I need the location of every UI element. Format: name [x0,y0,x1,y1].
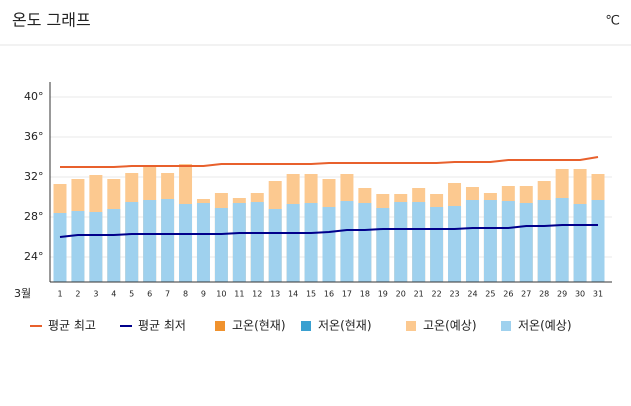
bar [250,202,264,282]
x-tick-label: 31 [593,290,603,299]
bar [376,208,390,282]
x-tick-label: 23 [449,290,459,299]
legend-swatch [501,321,511,331]
bar [286,204,300,282]
y-tick-label: 36° [24,130,44,143]
legend-swatch [406,321,416,331]
x-tick-label: 16 [324,290,334,299]
x-axis-label: 3월 [14,287,31,300]
legend-label: 평균 최저 [138,319,186,333]
legend-label: 저온(현재) [318,319,372,333]
bar [394,202,408,282]
x-tick-label: 5 [129,290,134,299]
bar [214,208,228,282]
bar [573,204,587,282]
bar [304,203,318,282]
legend-swatch [215,321,225,331]
bar [71,211,85,282]
x-tick-label: 26 [503,290,513,299]
legend-label: 평균 최고 [48,319,96,333]
bar [179,204,193,282]
x-tick-label: 13 [270,290,280,299]
x-tick-label: 12 [252,290,262,299]
x-tick-label: 3 [93,290,98,299]
x-tick-label: 11 [234,290,244,299]
x-tick-label: 19 [378,290,388,299]
bar [430,207,444,282]
line [59,224,598,238]
legend-label: 저온(예상) [518,319,572,333]
x-tick-label: 1 [57,290,62,299]
x-tick-label: 6 [147,290,152,299]
y-tick-label: 24° [24,250,44,263]
bar [591,200,605,282]
x-tick-label: 21 [414,290,424,299]
x-tick-label: 9 [201,290,206,299]
bar [358,203,372,282]
bar [501,201,515,282]
x-tick-label: 10 [216,290,226,299]
bar [412,202,426,282]
legend-label: 고온(예상) [423,319,477,333]
chart-title: 온도 그래프 [12,11,91,30]
bar [555,198,569,282]
x-tick-label: 29 [557,290,567,299]
bar [268,209,282,282]
bar [107,209,121,282]
x-tick-label: 25 [485,290,495,299]
x-tick-label: 4 [111,290,116,299]
y-tick-label: 32° [24,170,44,183]
x-tick-label: 2 [75,290,80,299]
x-tick-label: 30 [575,290,585,299]
line [60,156,599,168]
bar [53,213,67,282]
x-tick-label: 17 [342,290,352,299]
bar [340,201,354,282]
bar [537,200,551,282]
bar [161,199,175,282]
unit-label: ℃ [605,14,620,29]
bar [143,200,157,282]
bar [483,200,497,282]
x-tick-label: 28 [539,290,549,299]
x-tick-label: 27 [521,290,531,299]
x-tick-label: 20 [396,290,406,299]
x-tick-label: 24 [467,290,477,299]
bar [519,203,533,282]
legend-swatch [301,321,311,331]
bar [322,207,336,282]
x-tick-label: 8 [183,290,188,299]
x-tick-label: 14 [288,290,298,299]
y-tick-label: 40° [24,90,44,103]
bar [125,202,139,282]
bar [196,203,210,282]
bar [465,200,479,282]
x-tick-label: 15 [306,290,316,299]
x-tick-label: 7 [165,290,170,299]
y-tick-label: 28° [24,210,44,223]
bar [89,212,103,282]
x-tick-label: 22 [432,290,442,299]
bar [232,203,246,282]
legend-label: 고온(현재) [232,319,286,333]
x-tick-label: 18 [360,290,370,299]
bar [448,206,462,282]
